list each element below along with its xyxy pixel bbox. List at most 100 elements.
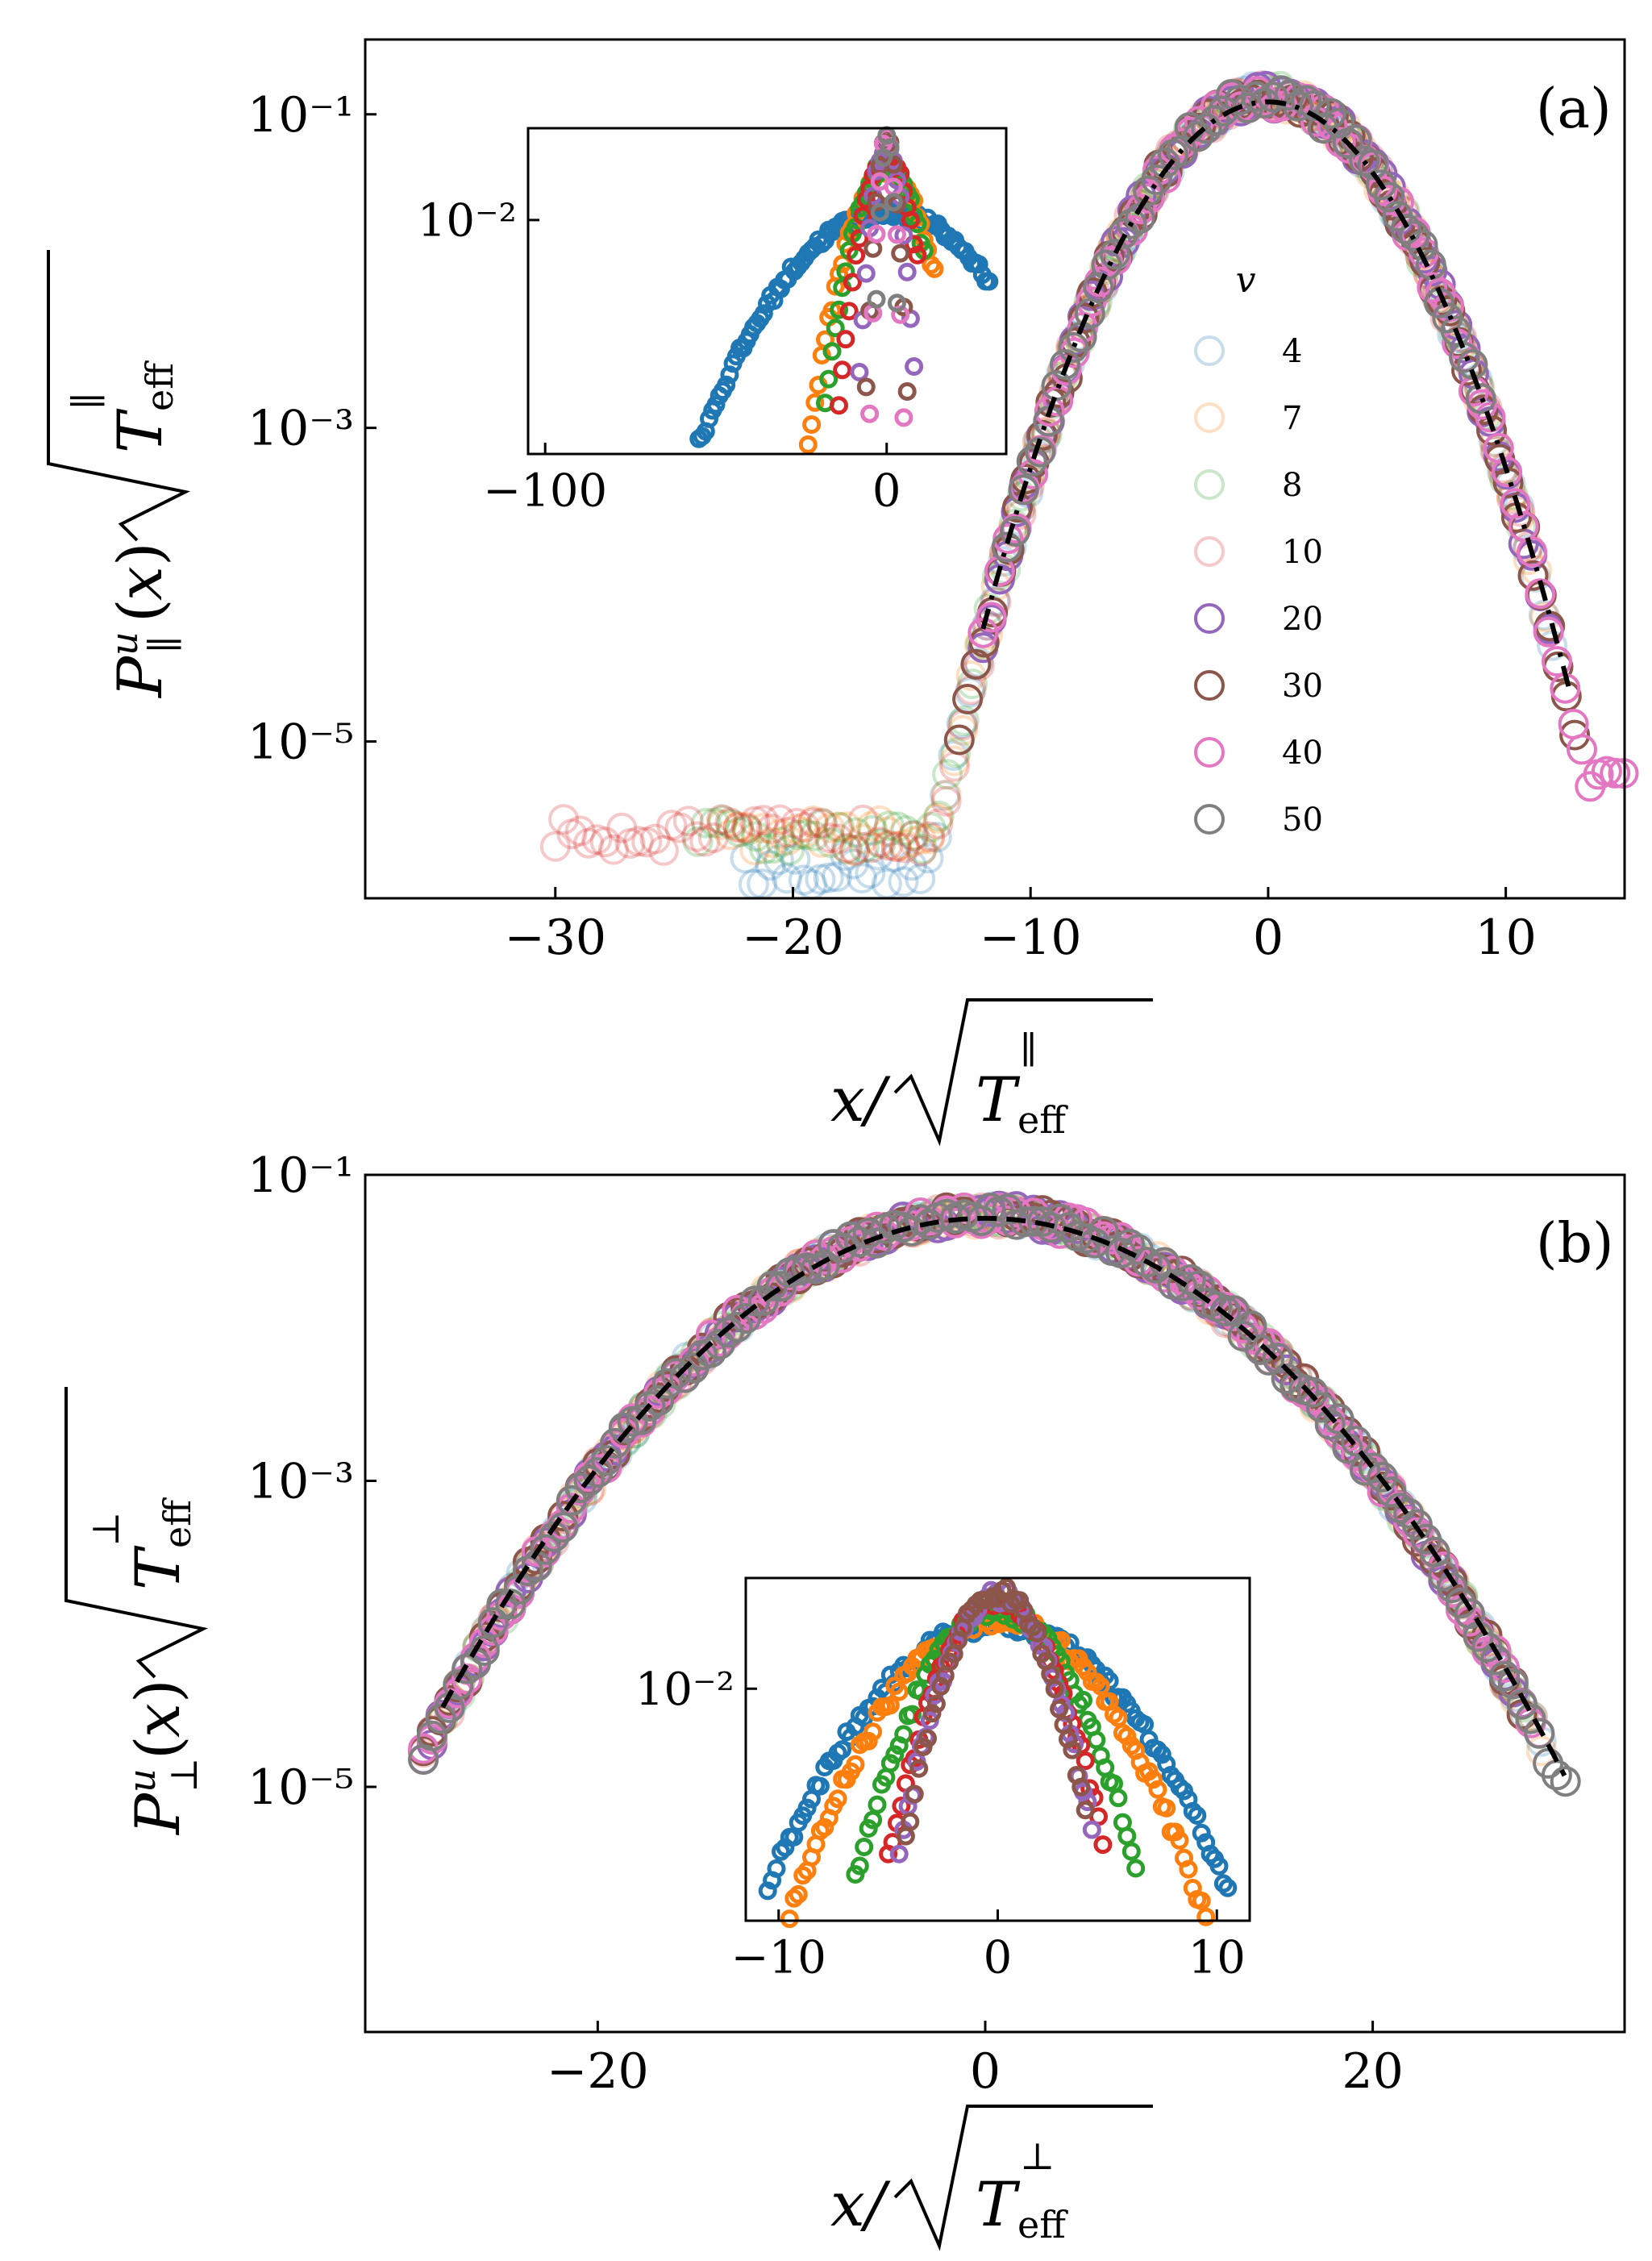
panel-a-fit [980, 99, 1573, 693]
data-point [765, 827, 797, 858]
data-point [913, 843, 944, 874]
data-point [830, 396, 848, 415]
data-point [1116, 208, 1147, 239]
data-point [1141, 164, 1172, 195]
data-point [755, 850, 786, 881]
data-point [1316, 98, 1346, 129]
panel-a-frame [364, 38, 1626, 900]
legend-marker [1194, 402, 1225, 433]
data-point [1515, 1703, 1546, 1734]
data-point [897, 262, 917, 281]
data-point [815, 1818, 834, 1837]
legend-label: 10 [1282, 534, 1323, 571]
data-point [1192, 1823, 1211, 1843]
data-point [1358, 1452, 1389, 1484]
data-point [1033, 406, 1064, 437]
data-point [909, 1759, 929, 1778]
data-point [901, 210, 920, 230]
data-point [756, 827, 787, 858]
data-point [1179, 1859, 1198, 1879]
data-point [780, 843, 811, 875]
data-point [889, 829, 920, 860]
data-point [468, 1635, 500, 1666]
data-point [548, 804, 580, 835]
data-point [905, 1784, 924, 1804]
data-point [1108, 219, 1139, 249]
data-point [889, 1682, 909, 1701]
data-point [1117, 1726, 1137, 1746]
data-point [780, 807, 812, 839]
data-point [859, 1731, 878, 1751]
legend-marker [1194, 603, 1225, 634]
data-point [754, 304, 773, 323]
data-point [416, 1720, 447, 1751]
svg-text:T: T [104, 408, 176, 453]
panel-a-inset-frame [526, 127, 1008, 456]
data-point [1087, 1730, 1106, 1750]
data-point [790, 819, 822, 850]
data-point [797, 1798, 817, 1818]
svg-text:∥: ∥ [143, 636, 186, 653]
data-point [847, 246, 866, 265]
data-point [963, 647, 994, 678]
data-point [1099, 239, 1130, 270]
data-point [764, 818, 796, 850]
data-point [631, 827, 663, 858]
panel-a-y-ticks: 10⁻¹ 10⁻³ 10⁻⁵ [248, 87, 377, 771]
data-point [1076, 1801, 1095, 1820]
data-point [897, 382, 917, 401]
panel-b-fit [440, 1215, 1567, 1777]
data-point [699, 807, 730, 839]
data-point [697, 822, 729, 853]
data-point [706, 804, 738, 835]
data-point [867, 224, 886, 244]
data-point [922, 1704, 942, 1723]
data-point [1192, 1891, 1211, 1910]
data-point [788, 864, 819, 896]
data-point [1000, 515, 1031, 547]
data-point [930, 779, 962, 810]
panel-a-inset: −100 0 10⁻² [418, 126, 1008, 517]
data-point [757, 833, 789, 864]
data-point [1152, 1745, 1171, 1764]
data-point [1114, 1228, 1145, 1260]
data-point [1445, 1588, 1476, 1619]
data-point [564, 1472, 596, 1504]
svg-text:eff: eff [138, 360, 181, 411]
data-point [872, 830, 904, 861]
data-point [573, 1465, 605, 1497]
data-point [1210, 1296, 1241, 1326]
data-point [1016, 446, 1047, 477]
data-point [722, 1311, 753, 1343]
x-tick-label: 0 [984, 1931, 1013, 1984]
data-point [1083, 272, 1114, 303]
data-point [789, 1884, 808, 1904]
data-point [643, 1385, 675, 1416]
data-point [805, 393, 825, 412]
data-point [1076, 286, 1107, 318]
y-tick-label: 10⁻² [635, 1663, 734, 1716]
data-point [547, 1512, 579, 1543]
data-point [1209, 1856, 1229, 1876]
data-point [914, 231, 934, 249]
data-point [1157, 1798, 1176, 1818]
data-point [1517, 536, 1548, 568]
data-point [892, 1797, 911, 1816]
data-point [1497, 1668, 1529, 1700]
data-point [798, 435, 818, 454]
data-point [856, 264, 876, 283]
data-point [664, 812, 696, 843]
svg-text:x/: x/ [830, 2168, 891, 2240]
data-point [732, 814, 764, 846]
data-point [850, 229, 869, 248]
data-point [1451, 355, 1482, 386]
data-point [863, 839, 894, 871]
data-point [556, 1493, 587, 1524]
panel-b-x-ticks: −20 0 20 [547, 2021, 1404, 2100]
legend-label: 30 [1282, 668, 1323, 705]
data-point [1053, 1212, 1084, 1243]
data-point [846, 1755, 865, 1774]
svg-text:(: ( [104, 598, 176, 623]
x-tick-label: 0 [1253, 910, 1284, 966]
